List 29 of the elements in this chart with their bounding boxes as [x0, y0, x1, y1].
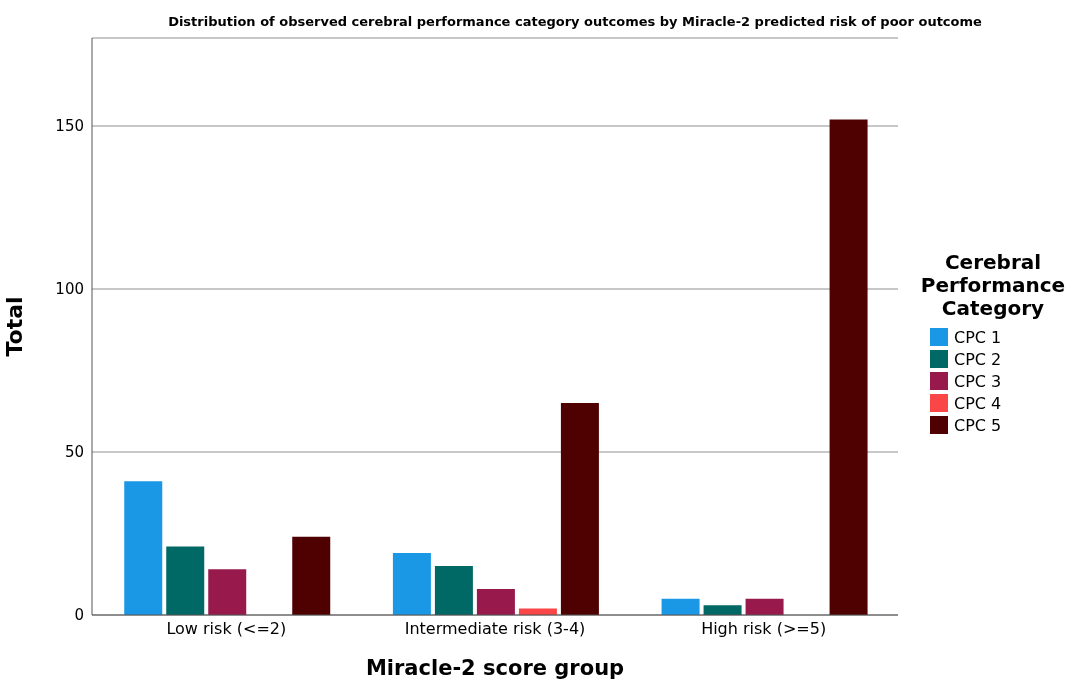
x-tick-label: High risk (>=5): [701, 619, 827, 639]
legend-label: CPC 4: [954, 393, 1002, 413]
legend-label: CPC 2: [954, 349, 1002, 369]
bar: [208, 569, 247, 615]
bar: [292, 536, 331, 615]
bar: [661, 598, 700, 615]
y-tick-label: 50: [64, 443, 84, 462]
chart-title: Distribution of observed cerebral performance category outcomes by Miracle-2 predicted risk of poor outcome: [167, 14, 983, 29]
legend-title: Cerebral Performance Category: [919, 250, 1067, 320]
y-axis-title: Total: [1, 296, 27, 357]
bar: [124, 481, 163, 615]
x-axis-title: Miracle-2 score group: [365, 656, 625, 680]
bar: [518, 608, 557, 615]
bar: [476, 588, 515, 615]
x-tick-label: Intermediate risk (3-4): [404, 619, 586, 639]
legend-label: CPC 3: [954, 371, 1002, 391]
bar: [434, 566, 473, 615]
bar: [166, 546, 205, 615]
bar: [829, 119, 868, 615]
legend-label: CPC 5: [954, 415, 1002, 435]
bar: [560, 403, 599, 615]
bar: [392, 553, 431, 615]
bar: [703, 605, 742, 615]
legend-label: CPC 1: [954, 327, 1002, 347]
y-tick-label: 100: [55, 280, 84, 299]
bar: [745, 598, 784, 615]
y-tick-label: 150: [55, 117, 84, 136]
y-tick-label: 0: [74, 606, 84, 625]
x-tick-label: Low risk (<=2): [166, 619, 287, 639]
